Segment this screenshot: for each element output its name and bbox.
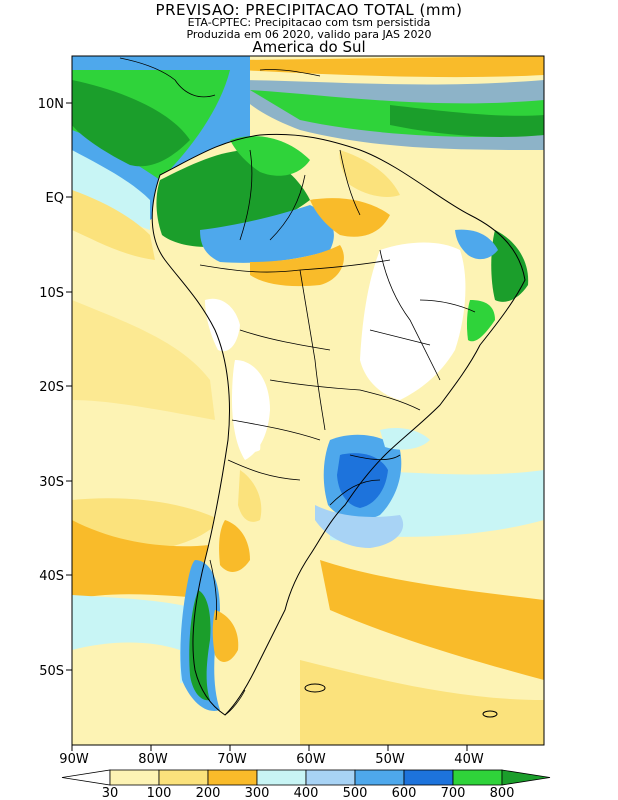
precip-field [72,56,544,745]
country-borders [199,149,476,716]
lat-label: EQ [46,191,64,206]
region-subtitle: America do Sul [252,38,366,56]
lat-label: 10N [38,97,64,112]
lon-label: 40W [454,752,484,767]
lon-label: 90W [59,752,89,767]
colorbar-label: 400 [294,786,319,800]
lon-label: 60W [296,752,326,767]
longitude-labels: 90W 80W 70W 60W 50W 40W [59,752,484,767]
colorbar-swatch [158,769,209,786]
colorbar-label: 700 [441,786,466,800]
colorbar-label: 300 [245,786,270,800]
map-title: PREVISAO: PRECIPITACAO TOTAL (mm) [155,1,463,19]
colorbar-swatch [403,769,454,786]
colorbar-label: 30 [102,786,119,800]
colorbar-swatch [109,769,160,786]
coastline [151,133,526,716]
colorbar-swatch [305,769,356,786]
colorbar-label: 800 [490,786,515,800]
colorbar-right-arrow [501,769,551,786]
colorbar-label: 600 [392,786,417,800]
colorbar-swatch [207,769,258,786]
south-georgia-island [482,710,498,718]
falkland-islands [304,683,326,693]
lon-label: 50W [375,752,405,767]
lat-label: 20S [39,380,64,395]
lat-label: 30S [39,475,64,490]
latitude-labels: 10N EQ 10S 20S 30S 40S 50S [38,97,64,679]
lon-label: 70W [217,752,247,767]
colorbar-label: 500 [343,786,368,800]
colorbar-swatch [452,769,503,786]
colorbar [61,769,551,786]
lon-label: 80W [138,752,168,767]
colorbar-labels: 30 100 200 300 400 500 600 700 800 [102,786,515,800]
colorbar-left-arrow [61,769,111,786]
lat-label: 50S [39,664,64,679]
lat-label: 40S [39,569,64,584]
colorbar-label: 200 [196,786,221,800]
model-subtitle: ETA-CPTEC: Precipitacao com tsm persisti… [187,16,431,29]
validity-subtitle: Produzida em 06 2020, valido para JAS 20… [186,28,432,41]
plot-frame [71,55,545,746]
lat-label: 10S [39,286,64,301]
colorbar-swatch [256,769,307,786]
colorbar-swatch [354,769,405,786]
colorbar-label: 100 [147,786,172,800]
